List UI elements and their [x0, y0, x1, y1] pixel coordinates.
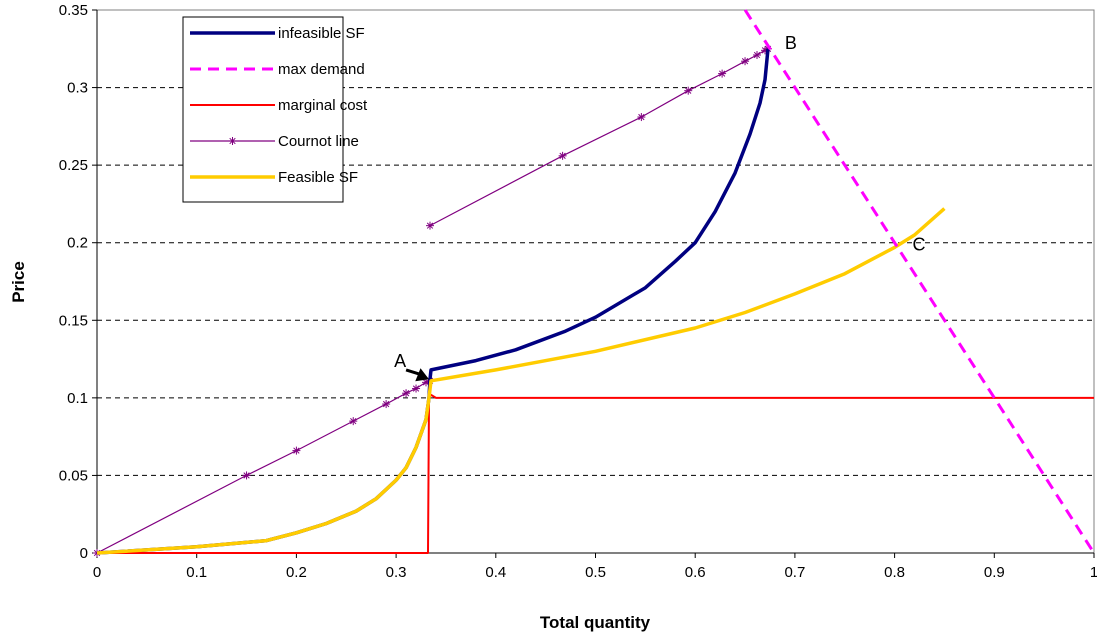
legend-item-max-demand: max demand — [190, 61, 365, 78]
y-tick-label: 0.35 — [59, 2, 88, 19]
x-tick-label: 0.8 — [884, 564, 905, 581]
legend-label: marginal cost — [278, 97, 368, 114]
legend-label: infeasible SF — [278, 25, 365, 42]
legend-label: Feasible SF — [278, 169, 358, 186]
legend-label: Cournot line — [278, 133, 359, 150]
cournot-line-segment — [429, 48, 769, 227]
cournot-marker — [382, 400, 391, 409]
cournot-marker — [228, 137, 237, 145]
annotation-b: B — [785, 33, 797, 53]
legend-label: max demand — [278, 61, 365, 78]
cournot-marker — [718, 69, 727, 78]
cournot-marker — [637, 113, 646, 122]
y-tick-label: 0 — [80, 545, 88, 562]
cournot-marker — [412, 384, 421, 393]
y-tick-label: 0.2 — [67, 235, 88, 252]
y-tick-label: 0.1 — [67, 390, 88, 407]
x-tick-label: 0.5 — [585, 564, 606, 581]
x-tick-label: 0.7 — [784, 564, 805, 581]
cournot-marker — [292, 446, 301, 455]
y-tick-label: 0.15 — [59, 312, 88, 329]
x-tick-label: 0.9 — [984, 564, 1005, 581]
legend-item-cournot-line: Cournot line — [190, 133, 359, 150]
axes: 0 0.05 0.1 0.15 0.2 0.25 0.3 0.35 0 0.1 0.2 0.3 0.4 0… — [59, 2, 1097, 581]
legend-box — [182, 16, 344, 203]
cournot-marker — [753, 50, 762, 59]
x-tick-label: 0 — [93, 564, 101, 581]
legend-item-infeasible-sf: infeasible SF — [190, 25, 365, 42]
x-tick-label: 1 — [1090, 564, 1097, 581]
annotation-a: A — [394, 351, 406, 371]
cournot-marker — [402, 389, 411, 398]
y-tick-label: 0.05 — [59, 467, 88, 484]
cournot-marker — [558, 151, 567, 160]
series-lines — [93, 9, 1096, 557]
cournot-marker — [242, 471, 251, 480]
cournot-marker — [741, 57, 750, 66]
annotations: A B C — [394, 33, 926, 382]
feasible-sf-line — [96, 207, 946, 555]
legend-item-marginal-cost: marginal cost — [190, 97, 368, 114]
arrow-head — [415, 368, 430, 382]
legend: infeasible SF max demand marginal cost Cour… — [182, 16, 368, 203]
x-tick-label: 0.1 — [186, 564, 207, 581]
cournot-line-segment — [96, 380, 431, 554]
legend-item-feasible-sf: Feasible SF — [190, 169, 358, 186]
max-demand-line — [743, 9, 1096, 554]
cournot-marker — [425, 221, 434, 230]
x-tick-label: 0.6 — [685, 564, 706, 581]
x-tick-label: 0.4 — [485, 564, 506, 581]
cournot-marker — [349, 417, 358, 426]
y-axis-title: Price — [9, 261, 28, 303]
y-tick-label: 0.25 — [59, 157, 88, 174]
x-tick-label: 0.2 — [286, 564, 307, 581]
x-tick-label: 0.3 — [386, 564, 407, 581]
cournot-marker — [684, 86, 693, 95]
y-tick-label: 0.3 — [67, 80, 88, 97]
annotation-c: C — [913, 234, 926, 254]
x-axis-title: Total quantity — [540, 613, 651, 632]
